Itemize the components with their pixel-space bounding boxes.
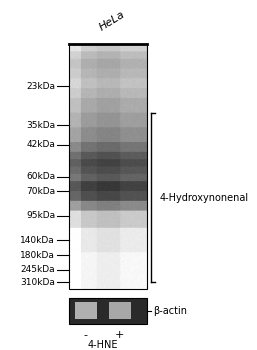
Bar [75,302,97,319]
Text: 4-HNE: 4-HNE [87,340,118,350]
Text: 35kDa: 35kDa [26,121,55,130]
Text: 310kDa: 310kDa [20,278,55,287]
Bar [109,302,131,319]
Text: 60kDa: 60kDa [26,172,55,181]
Text: 4-Hydroxynonenal: 4-Hydroxynonenal [159,193,248,203]
Text: 180kDa: 180kDa [20,251,55,260]
Text: 23kDa: 23kDa [26,82,55,91]
Text: β-actin: β-actin [154,306,188,316]
Text: 140kDa: 140kDa [20,236,55,245]
Text: -: - [84,330,88,340]
Text: 245kDa: 245kDa [21,265,55,274]
Text: HeLa: HeLa [97,9,127,33]
Text: 95kDa: 95kDa [26,211,55,220]
Text: 42kDa: 42kDa [26,140,55,149]
Text: 70kDa: 70kDa [26,187,55,196]
Text: +: + [115,330,124,340]
Bar [69,298,147,324]
Bar [69,44,147,289]
